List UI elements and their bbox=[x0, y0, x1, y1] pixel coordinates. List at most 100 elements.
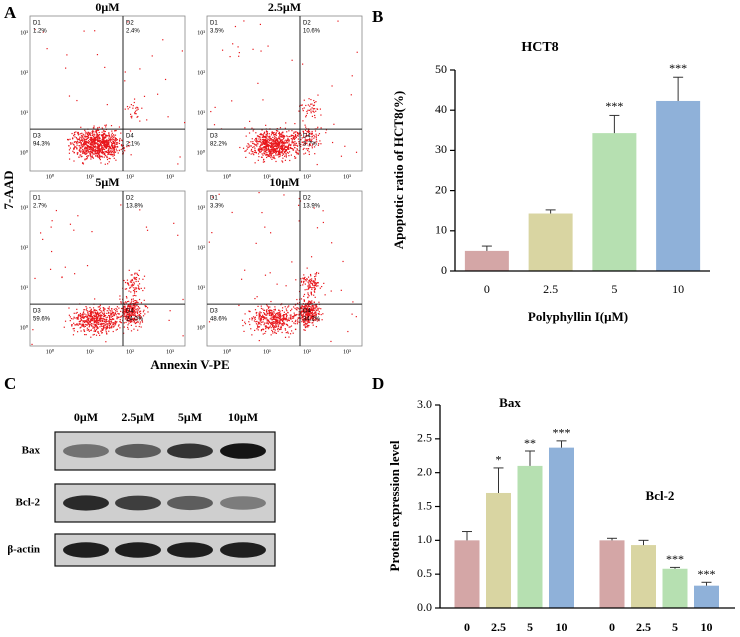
event-dot bbox=[281, 152, 283, 154]
event-dot bbox=[116, 150, 118, 152]
event-dot bbox=[103, 132, 105, 134]
event-dot bbox=[125, 308, 127, 310]
event-dot bbox=[102, 326, 105, 328]
event-dot bbox=[310, 312, 312, 315]
event-dot bbox=[244, 313, 246, 315]
event-dot bbox=[143, 287, 146, 289]
quadrant-value: 2.4% bbox=[126, 29, 140, 35]
event-dot bbox=[108, 330, 110, 332]
event-dot bbox=[297, 302, 299, 304]
event-dot bbox=[300, 280, 303, 282]
event-dot bbox=[258, 138, 260, 140]
event-dot bbox=[271, 142, 273, 145]
event-dot bbox=[105, 146, 107, 148]
event-dot bbox=[273, 145, 275, 148]
event-dot bbox=[90, 134, 92, 137]
event-dot bbox=[281, 135, 283, 137]
event-dot bbox=[263, 150, 265, 152]
event-dot bbox=[88, 326, 90, 328]
event-dot bbox=[266, 309, 268, 311]
event-dot bbox=[276, 146, 278, 148]
event-dot bbox=[115, 146, 117, 148]
x-tick-label: 2.5 bbox=[491, 620, 506, 634]
event-dot bbox=[102, 139, 104, 141]
event-dot bbox=[86, 319, 88, 321]
event-dot bbox=[271, 141, 273, 143]
event-dot bbox=[101, 331, 103, 334]
event-dot bbox=[352, 301, 354, 303]
event-dot bbox=[290, 316, 292, 318]
event-dot bbox=[96, 155, 99, 157]
event-dot bbox=[130, 284, 132, 286]
event-dot bbox=[270, 157, 272, 159]
event-dot bbox=[275, 133, 277, 135]
event-dot bbox=[114, 137, 117, 139]
event-dot bbox=[307, 135, 310, 137]
event-dot bbox=[293, 317, 295, 319]
event-dot bbox=[84, 138, 86, 140]
event-dot bbox=[49, 268, 52, 270]
event-dot bbox=[123, 310, 125, 313]
event-dot bbox=[125, 309, 128, 311]
event-dot bbox=[263, 143, 265, 145]
event-dot bbox=[262, 99, 264, 101]
event-dot bbox=[260, 147, 262, 149]
event-dot bbox=[259, 151, 262, 153]
event-dot bbox=[80, 330, 82, 332]
event-dot bbox=[138, 286, 140, 288]
event-dot bbox=[105, 136, 107, 138]
event-dot bbox=[42, 31, 44, 33]
event-dot bbox=[110, 141, 112, 144]
event-dot bbox=[313, 312, 316, 314]
event-dot bbox=[74, 324, 76, 326]
event-dot bbox=[94, 324, 96, 326]
event-dot bbox=[312, 309, 314, 312]
event-dot bbox=[125, 311, 127, 313]
event-dot bbox=[260, 133, 262, 136]
event-dot bbox=[126, 282, 129, 284]
event-dot bbox=[269, 137, 272, 139]
event-dot bbox=[318, 133, 321, 135]
event-dot bbox=[93, 142, 95, 144]
blot-column-label: 10μM bbox=[228, 410, 258, 424]
event-dot bbox=[144, 305, 146, 307]
event-dot bbox=[98, 147, 100, 149]
event-dot bbox=[138, 283, 141, 285]
event-dot bbox=[94, 323, 97, 326]
event-dot bbox=[342, 260, 344, 263]
event-dot bbox=[81, 316, 84, 319]
event-dot bbox=[311, 302, 313, 304]
event-dot bbox=[130, 307, 133, 309]
event-dot bbox=[291, 142, 293, 144]
event-dot bbox=[258, 316, 260, 318]
event-dot bbox=[267, 143, 269, 145]
event-dot bbox=[119, 327, 121, 329]
event-dot bbox=[93, 145, 95, 147]
event-dot bbox=[313, 315, 315, 317]
event-dot bbox=[94, 329, 96, 331]
event-dot bbox=[124, 314, 126, 316]
event-dot bbox=[277, 150, 279, 152]
event-dot bbox=[124, 288, 126, 290]
event-dot bbox=[88, 322, 90, 324]
event-dot bbox=[281, 309, 283, 312]
event-dot bbox=[115, 129, 117, 132]
event-dot bbox=[287, 144, 290, 146]
event-dot bbox=[111, 145, 113, 147]
flow-title: 0μM bbox=[95, 0, 119, 14]
event-dot bbox=[260, 316, 262, 319]
event-dot bbox=[89, 145, 91, 148]
event-dot bbox=[133, 318, 136, 320]
event-dot bbox=[110, 138, 112, 140]
event-dot bbox=[306, 323, 308, 325]
event-dot bbox=[97, 147, 100, 149]
event-dot bbox=[129, 310, 131, 313]
event-dot bbox=[125, 321, 127, 324]
event-dot bbox=[293, 315, 295, 317]
event-dot bbox=[315, 135, 318, 137]
event-dot bbox=[184, 121, 186, 124]
event-dot bbox=[114, 137, 116, 139]
event-dot bbox=[113, 148, 116, 150]
quadrant-value: 34.2% bbox=[303, 317, 321, 323]
event-dot bbox=[272, 149, 274, 151]
